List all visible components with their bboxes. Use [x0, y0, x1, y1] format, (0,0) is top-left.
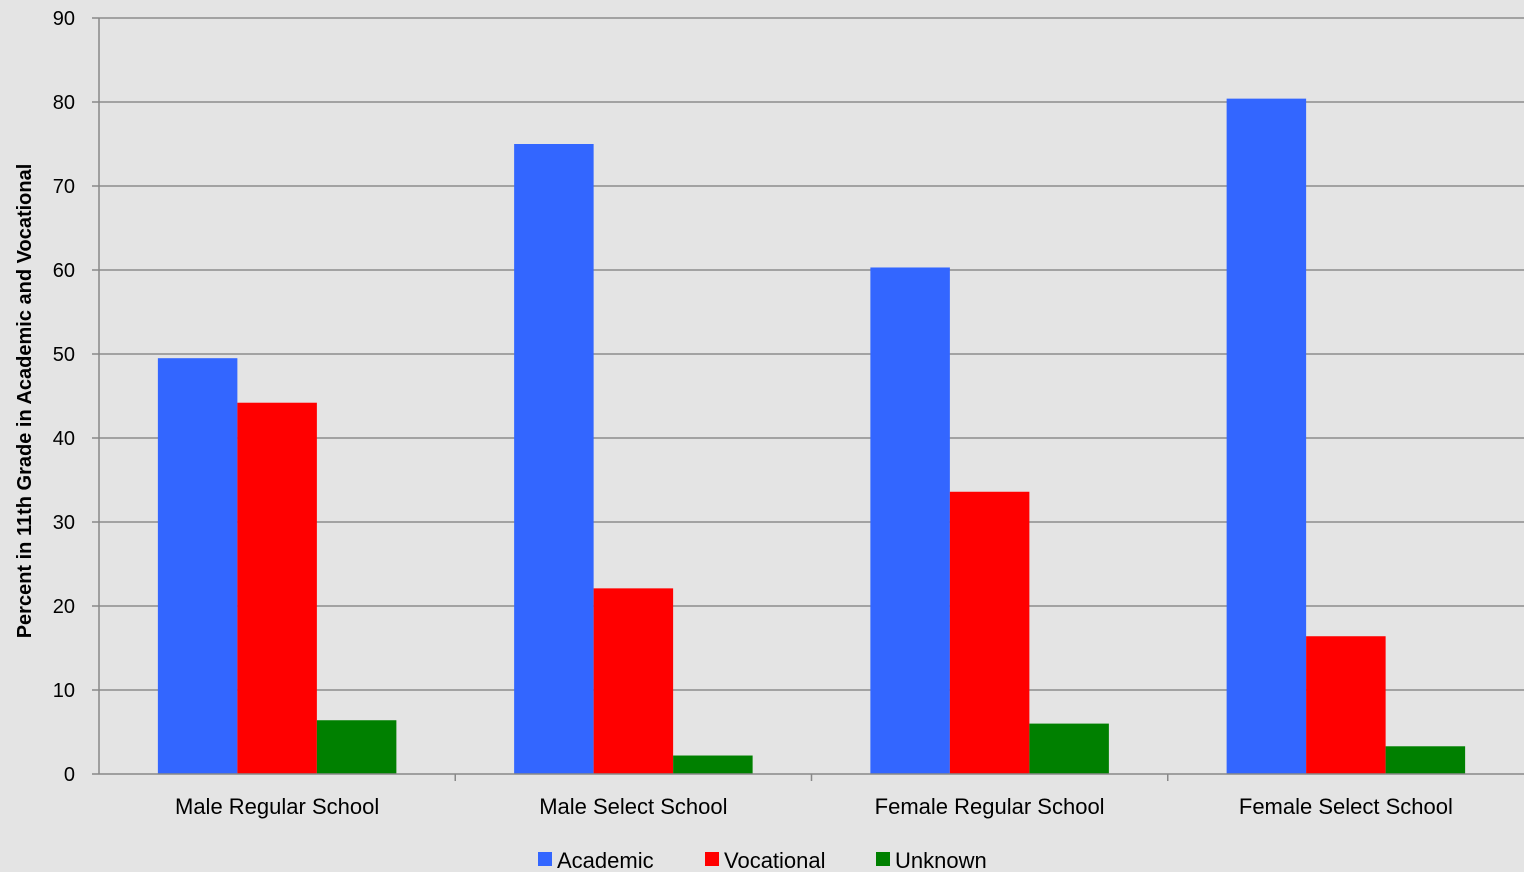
y-tick-label: 20	[53, 596, 75, 618]
y-axis-title: Percent in 11th Grade in Academic and Vo…	[14, 164, 36, 639]
bars	[157, 98, 1466, 774]
gridlines	[99, 17, 1524, 691]
bar-unknown-4	[1385, 746, 1466, 774]
bar-unknown-1	[316, 720, 397, 774]
y-tick-label: 80	[53, 92, 75, 114]
bar-vocational-1	[237, 402, 317, 774]
bar-vocational-4	[1306, 636, 1386, 774]
bar-unknown-2	[673, 755, 753, 774]
legend-swatch-unknown	[876, 852, 890, 866]
x-category-label: Female Select School	[1239, 794, 1453, 819]
y-tick-label: 60	[53, 260, 75, 282]
x-category-label: Male Regular School	[175, 794, 379, 819]
y-tick-label: 10	[53, 680, 75, 702]
bar-academic-1	[157, 358, 238, 774]
bar-academic-4	[1226, 98, 1307, 774]
bar-vocational-2	[593, 588, 674, 774]
x-category-label: Female Regular School	[875, 794, 1105, 819]
legend-label-academic: Academic	[557, 848, 654, 872]
y-tick-label: 70	[53, 176, 75, 198]
bar-vocational-3	[949, 491, 1030, 774]
y-tick-label: 50	[53, 344, 75, 366]
y-tick-labels: 0 10 20 30 40 50 60 70 80 90	[53, 8, 99, 786]
bar-unknown-3	[1029, 723, 1109, 774]
legend: Academic Vocational Unknown	[538, 848, 987, 872]
y-tick-label: 30	[53, 512, 75, 534]
legend-swatch-vocational	[705, 852, 719, 866]
bar-academic-2	[514, 144, 594, 774]
y-tick-label: 0	[64, 764, 75, 786]
bar-academic-3	[870, 267, 950, 774]
legend-label-unknown: Unknown	[895, 848, 987, 872]
y-tick-label: 40	[53, 428, 75, 450]
x-category-label: Male Select School	[539, 794, 727, 819]
legend-swatch-academic	[538, 852, 552, 866]
x-category-labels: Male Regular School Male Select School Fem…	[175, 774, 1453, 819]
y-tick-label: 90	[53, 8, 75, 30]
legend-label-vocational: Vocational	[724, 848, 826, 872]
